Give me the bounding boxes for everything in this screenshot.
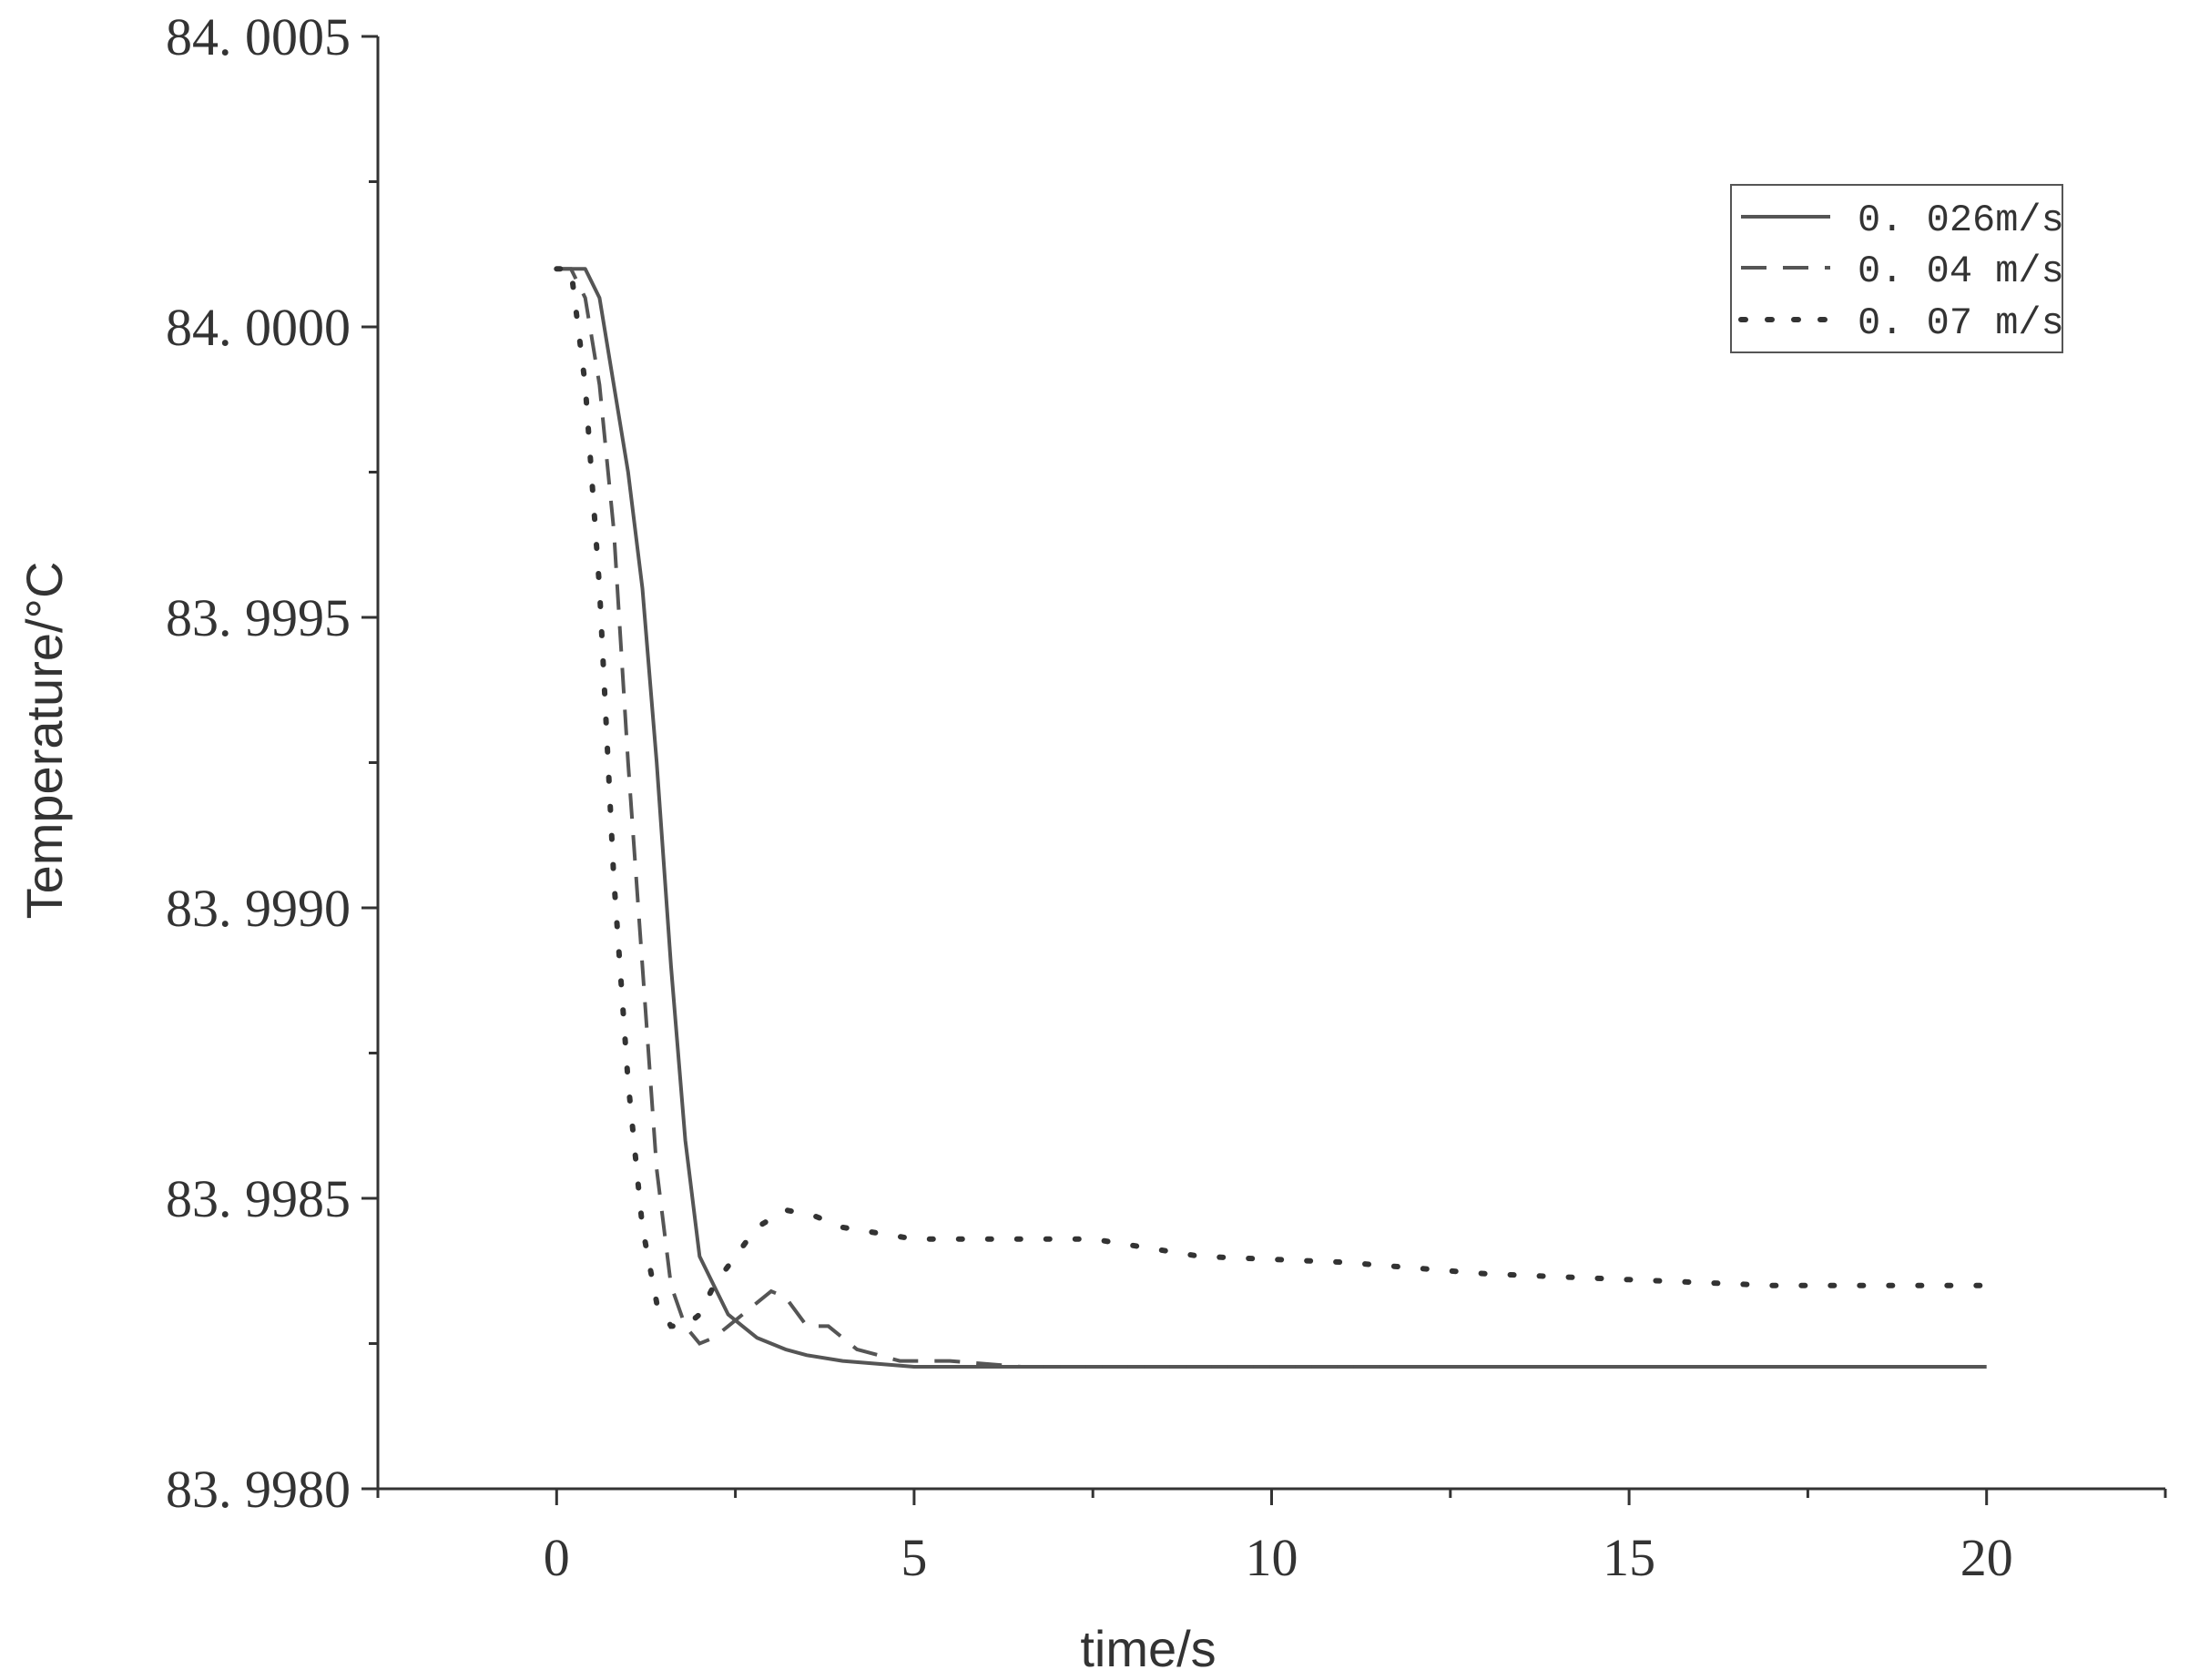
legend-label-007: 0. 07 m/s — [1858, 301, 2064, 345]
x-tick-label: 0 — [544, 1528, 570, 1587]
legend-label-004: 0. 04 m/s — [1858, 249, 2064, 293]
legend-label-0026: 0. 026m/s — [1858, 199, 2064, 242]
x-tick-label: 20 — [1960, 1528, 2013, 1587]
legend-item-0026: 0. 026m/s — [1741, 199, 2064, 242]
y-axis-ticks: 83. 9980 83. 9985 83. 9990 83. 9995 84. 0000… — [166, 7, 378, 1519]
y-tick-label: 83. 9980 — [166, 1460, 351, 1519]
x-axis-label: time/s — [1080, 1620, 1216, 1677]
y-tick-label: 83. 9990 — [166, 879, 351, 938]
x-axis-ticks: 0 5 10 15 20 — [376, 1489, 2167, 1587]
legend: 0. 026m/s 0. 04 m/s 0. 07 m/s — [1730, 184, 2064, 353]
y-axis-label: Temperature/°C — [15, 562, 73, 920]
y-tick-label: 83. 9985 — [166, 1169, 351, 1228]
y-tick-label: 84. 0000 — [166, 298, 351, 357]
series-line-dashed — [556, 267, 1393, 1369]
x-tick-label: 5 — [901, 1528, 927, 1587]
series-line-dotted — [554, 266, 1990, 1329]
series-layer — [554, 266, 1990, 1369]
x-tick-label: 10 — [1246, 1528, 1298, 1587]
y-tick-label: 83. 9995 — [166, 588, 351, 647]
legend-item-007: 0. 07 m/s — [1738, 301, 2064, 345]
legend-item-004: 0. 04 m/s — [1741, 249, 2064, 293]
y-tick-label: 84. 0005 — [166, 7, 351, 66]
x-tick-label: 15 — [1603, 1528, 1655, 1587]
series-line-solid — [556, 267, 1987, 1369]
